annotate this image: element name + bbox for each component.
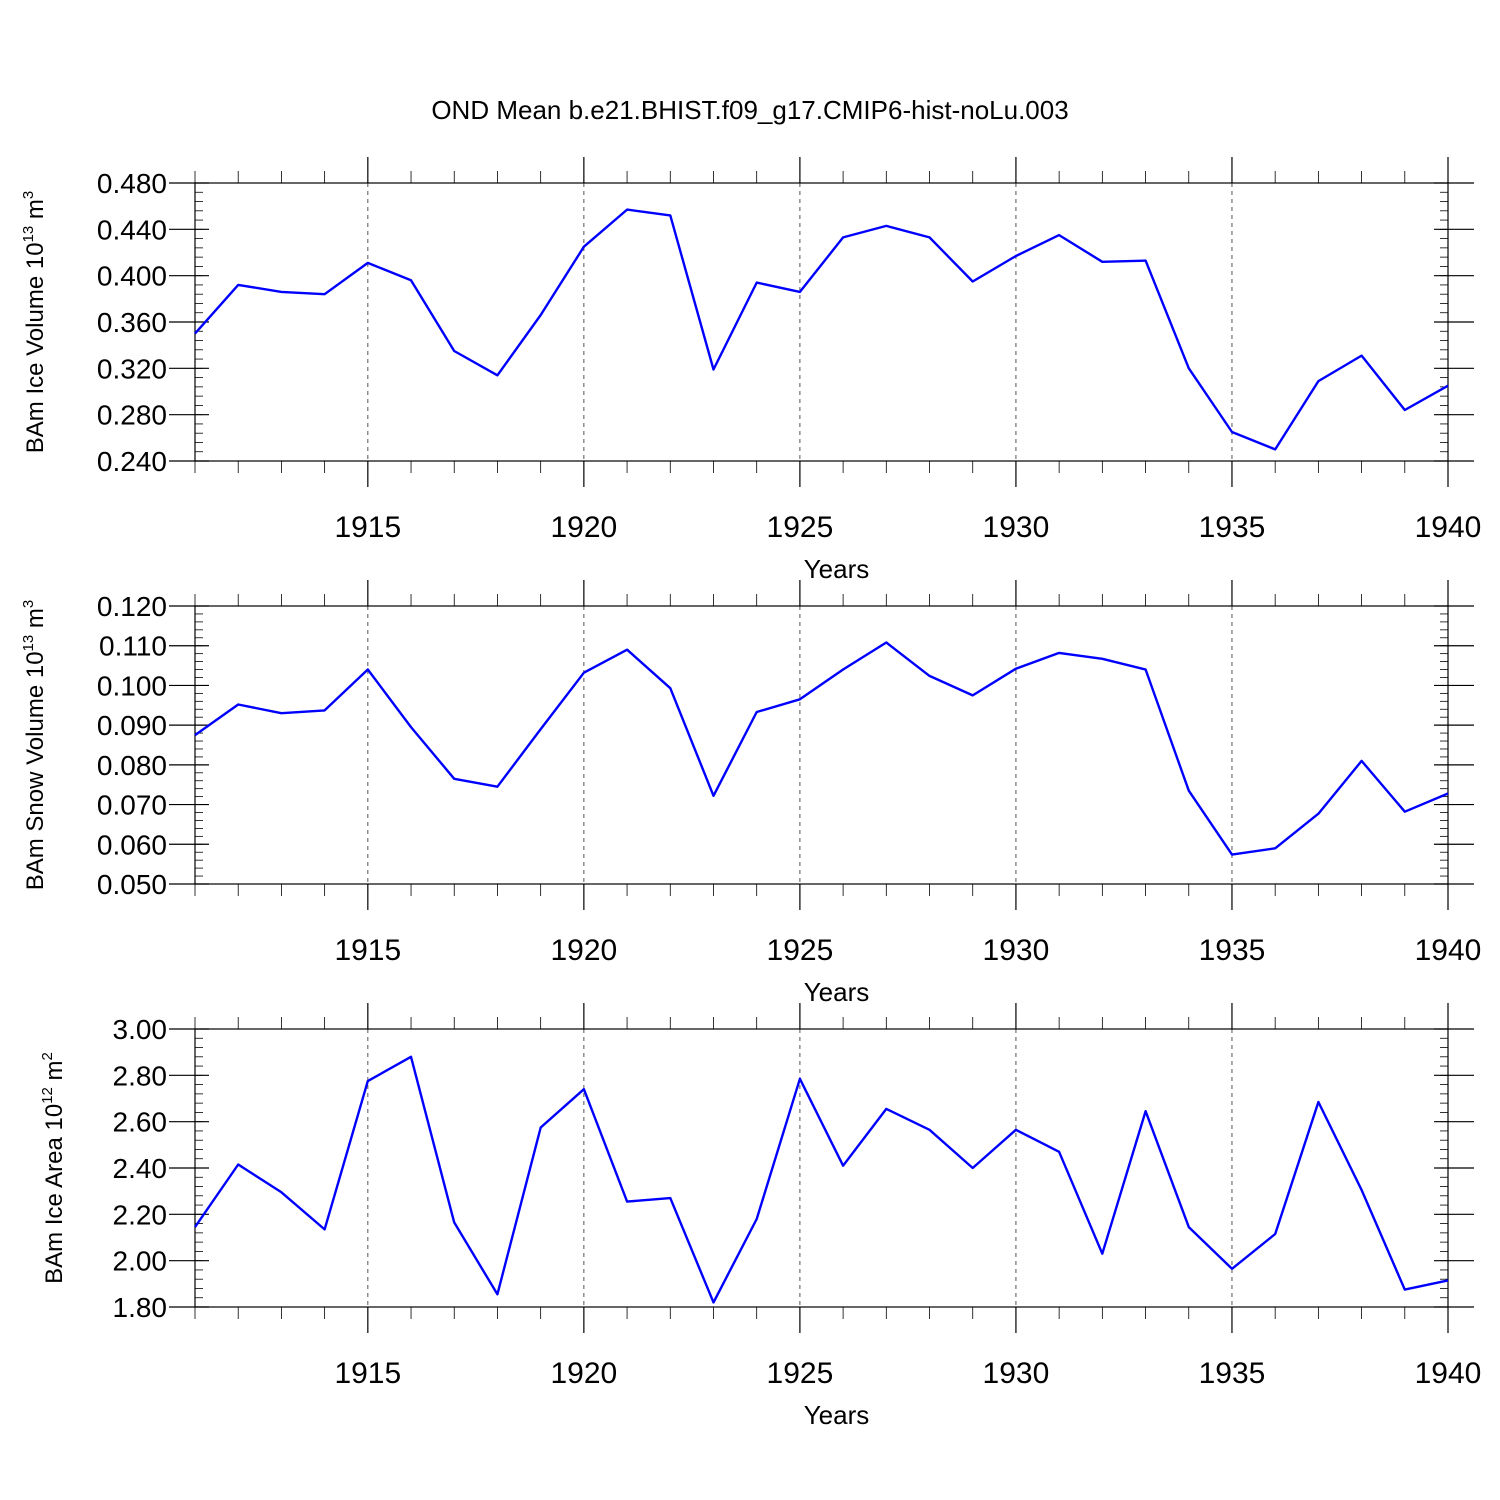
- panel-3: 1.80 2.00 2.20 2.40 2.60 2.80 3.00 1915 1920 1925…: [39, 1003, 1481, 1430]
- y-axis-label: BAm Ice Volume 1013 m3: [20, 191, 49, 453]
- x-tick-label: 1925: [767, 934, 834, 967]
- y-axis-label: BAm Snow Volume 1013 m3: [20, 600, 49, 891]
- x-tick-label: 1915: [334, 1357, 401, 1390]
- x-tick-label: 1915: [334, 934, 401, 967]
- panel-2: 0.050 0.060 0.070 0.080 0.090 0.100 0.110 0.120…: [20, 580, 1481, 1007]
- x-tick-label: 1935: [1199, 934, 1266, 967]
- y-tick-label: 0.280: [97, 400, 167, 431]
- y-tick-label: 2.40: [113, 1153, 168, 1184]
- x-tick-label: 1940: [1415, 934, 1482, 967]
- y-tick-label: 3.00: [113, 1014, 168, 1045]
- y-tick-label: 2.80: [113, 1060, 168, 1091]
- y-tick-label: 0.090: [97, 710, 167, 741]
- x-tick-label: 1920: [550, 511, 617, 544]
- y-tick-label: 0.480: [97, 168, 167, 199]
- y-axis-label: BAm Ice Area 1012 m2: [39, 1052, 68, 1284]
- x-tick-label: 1920: [550, 934, 617, 967]
- y-tick-label: 0.050: [97, 869, 167, 900]
- x-tick-label: 1920: [550, 1357, 617, 1390]
- y-tick-label: 0.070: [97, 790, 167, 821]
- x-tick-label: 1940: [1415, 511, 1482, 544]
- y-tick-label: 2.00: [113, 1246, 168, 1277]
- series-line: [194, 641, 1449, 856]
- series-line: [194, 208, 1449, 451]
- x-tick-label: 1925: [767, 511, 834, 544]
- y-tick-label: 1.80: [113, 1292, 168, 1323]
- y-tick-label: 2.20: [113, 1199, 168, 1230]
- x-tick-label: 1930: [983, 511, 1050, 544]
- series-line: [194, 1055, 1449, 1304]
- x-tick-label: 1930: [983, 934, 1050, 967]
- y-tick-label: 0.060: [97, 829, 167, 860]
- y-tick-label: 0.110: [99, 631, 167, 662]
- y-tick-label: 0.120: [97, 591, 167, 622]
- y-tick-label: 0.240: [97, 446, 167, 477]
- y-tick-label: 0.440: [97, 214, 167, 245]
- y-tick-label: 0.100: [97, 670, 167, 701]
- figure-title: OND Mean b.e21.BHIST.f09_g17.CMIP6-hist-…: [431, 95, 1068, 125]
- plot-frame: [194, 182, 1449, 462]
- x-axis-label: Years: [804, 977, 870, 1007]
- y-tick-label: 2.60: [113, 1107, 168, 1138]
- panel-1: 0.240 0.280 0.320 0.360 0.400 0.440 0.480 1915 1…: [20, 157, 1481, 584]
- plot-frame: [194, 605, 1449, 885]
- y-tick-label: 0.400: [97, 261, 167, 292]
- x-axis-label: Years: [804, 554, 870, 584]
- y-tick-label: 0.320: [97, 353, 167, 384]
- x-tick-label: 1935: [1199, 1357, 1266, 1390]
- y-tick-label: 0.360: [97, 307, 167, 338]
- plot-frame: [194, 1028, 1449, 1308]
- x-tick-label: 1940: [1415, 1357, 1482, 1390]
- x-tick-label: 1930: [983, 1357, 1050, 1390]
- x-tick-label: 1935: [1199, 511, 1266, 544]
- x-axis-label: Years: [804, 1400, 870, 1430]
- y-tick-label: 0.080: [97, 750, 167, 781]
- x-tick-label: 1915: [334, 511, 401, 544]
- x-tick-label: 1925: [767, 1357, 834, 1390]
